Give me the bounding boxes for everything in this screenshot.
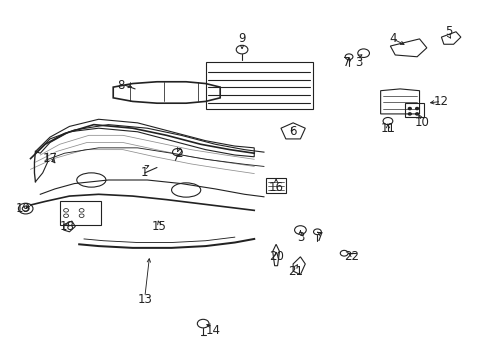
- Text: 9: 9: [238, 32, 245, 45]
- Text: 8: 8: [117, 79, 124, 92]
- Text: 5: 5: [444, 25, 451, 38]
- Text: 2: 2: [175, 147, 182, 160]
- Text: 19: 19: [16, 202, 31, 215]
- Text: 3: 3: [354, 55, 362, 69]
- Bar: [60, 202, 101, 225]
- Text: 12: 12: [433, 95, 448, 108]
- Text: 11: 11: [380, 122, 395, 135]
- Text: 1: 1: [141, 166, 148, 179]
- Text: 20: 20: [268, 250, 283, 263]
- Text: 6: 6: [289, 125, 296, 138]
- Text: 18: 18: [60, 220, 74, 233]
- Bar: [266, 178, 285, 193]
- Text: 13: 13: [137, 293, 152, 306]
- Text: 16: 16: [268, 181, 283, 194]
- Circle shape: [415, 108, 418, 110]
- Text: 22: 22: [343, 250, 358, 263]
- Text: 7: 7: [315, 231, 323, 244]
- Bar: [205, 62, 312, 109]
- Circle shape: [407, 113, 410, 115]
- Text: 21: 21: [287, 265, 303, 278]
- Text: 14: 14: [205, 324, 220, 337]
- Text: 7: 7: [342, 55, 349, 69]
- Text: 15: 15: [152, 220, 166, 233]
- Text: 17: 17: [42, 152, 58, 165]
- Circle shape: [407, 108, 410, 110]
- Text: 4: 4: [388, 32, 396, 45]
- Circle shape: [415, 113, 418, 115]
- Text: 3: 3: [296, 231, 304, 244]
- Text: 10: 10: [414, 116, 428, 129]
